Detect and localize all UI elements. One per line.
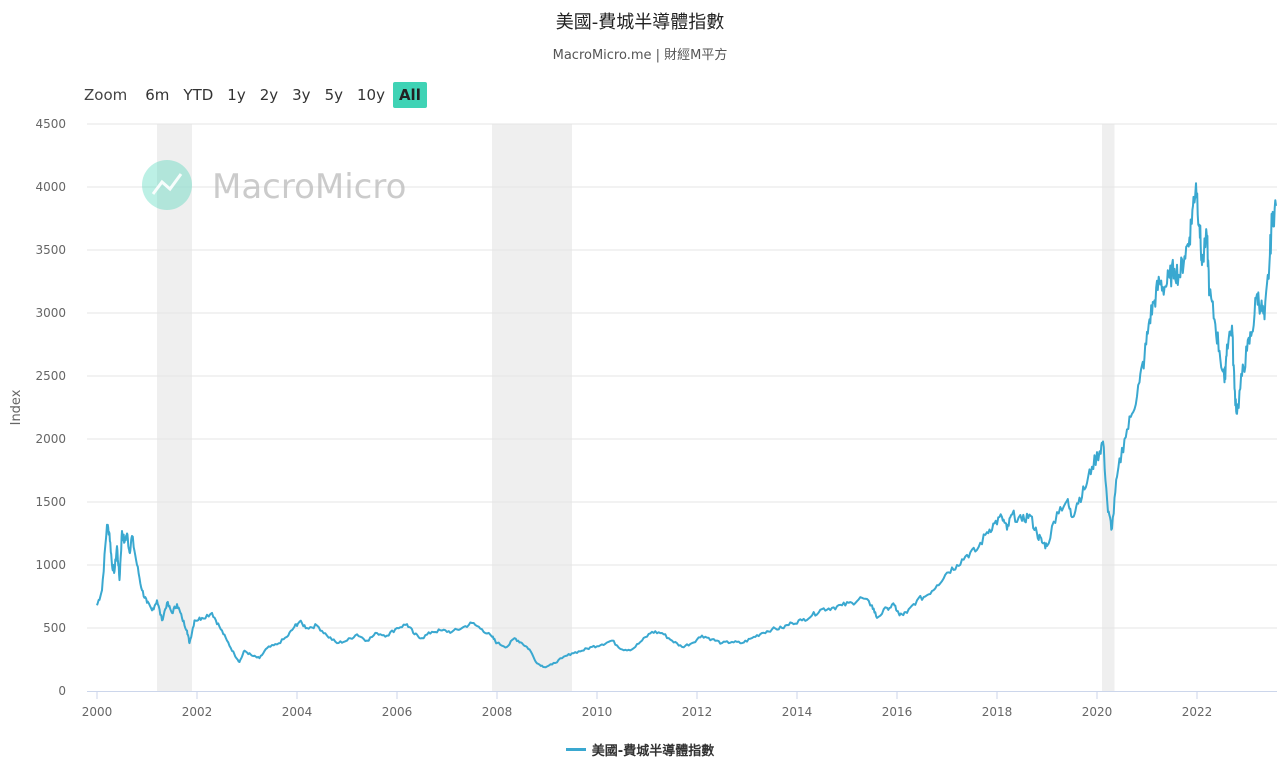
x-tick-label: 2002: [182, 705, 213, 719]
legend[interactable]: 美國-費城半導體指數: [0, 740, 1280, 759]
chart-subtitle: MacroMicro.me | 財經M平方: [552, 48, 728, 63]
x-tick-label: 2006: [382, 705, 413, 719]
x-tick-label: 2000: [82, 705, 113, 719]
range-button-ytd[interactable]: YTD: [183, 86, 214, 104]
y-tick-label: 500: [43, 621, 66, 635]
recession-band: [157, 124, 192, 691]
range-button-3y[interactable]: 3y: [292, 86, 311, 104]
recession-bands: [157, 124, 1115, 691]
range-selector: Zoom 6m YTD 1y 2y 3y 5y 10y All: [84, 82, 429, 108]
x-tick-label: 2004: [282, 705, 313, 719]
y-tick-label: 1500: [35, 495, 66, 509]
y-tick-label: 4000: [35, 180, 66, 194]
y-tick-label: 0: [58, 684, 66, 698]
recession-band: [1102, 124, 1115, 691]
range-button-2y[interactable]: 2y: [259, 86, 279, 104]
legend-swatch: [565, 748, 586, 751]
x-axis-ticks: 2000 2002 2004 2006 2008 2010 2012 2014 2016 2018…: [82, 691, 1213, 719]
watermark-text: MacroMicro: [212, 167, 406, 207]
range-button-5y[interactable]: 5y: [324, 86, 343, 104]
recession-band: [492, 124, 572, 691]
chart-title: 美國-費城半導體指數: [555, 12, 725, 33]
range-button-all[interactable]: All: [392, 82, 427, 108]
y-tick-label: 3000: [35, 306, 66, 320]
legend-label: 美國-費城半導體指數: [591, 744, 715, 759]
range-button-1y[interactable]: 1y: [227, 86, 246, 104]
y-tick-label: 2000: [35, 432, 66, 446]
series-line: [96, 182, 1277, 669]
y-tick-label: 3500: [35, 243, 66, 257]
y-tick-label: 2500: [35, 369, 66, 383]
range-button-10y[interactable]: 10y: [356, 86, 385, 104]
grid-lines: [87, 123, 1277, 629]
x-tick-label: 2022: [1182, 705, 1213, 719]
x-tick-label: 2020: [1082, 705, 1113, 719]
watermark: MacroMicro: [142, 160, 406, 210]
x-tick-label: 2012: [682, 705, 713, 719]
y-tick-label: 4500: [35, 117, 66, 131]
watermark-logo-chart-icon: [151, 173, 183, 195]
x-tick-label: 2010: [582, 705, 613, 719]
x-tick-label: 2016: [882, 705, 913, 719]
x-tick-label: 2008: [482, 705, 513, 719]
x-tick-label: 2014: [782, 705, 813, 719]
y-axis-ticks: 0 500 1000 1500 2000 2500 3000 3500 4000 4500: [35, 117, 66, 698]
x-tick-label: 2018: [982, 705, 1013, 719]
y-axis-label: Index: [9, 389, 24, 425]
zoom-label: Zoom: [84, 86, 128, 104]
range-button-6m[interactable]: 6m: [145, 86, 170, 104]
y-tick-label: 1000: [35, 558, 66, 572]
